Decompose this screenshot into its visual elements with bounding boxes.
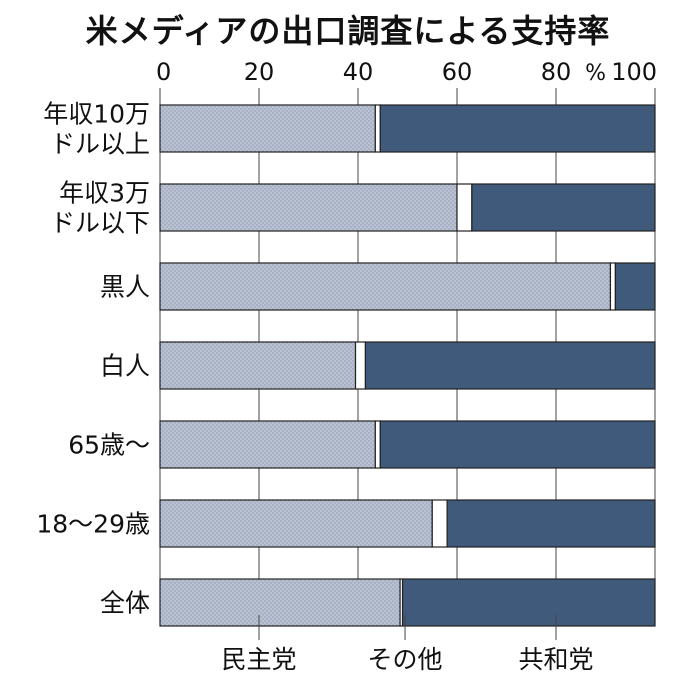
bar-segment <box>159 341 357 390</box>
legend-label: その他 <box>368 645 443 674</box>
bar-segment <box>374 104 381 153</box>
bar-segment <box>159 499 433 548</box>
bar-segment <box>354 341 367 390</box>
x-tick-label: 0 <box>156 58 171 86</box>
legend-label: 民主党 <box>221 645 296 674</box>
x-tick-label: 40 <box>343 58 374 86</box>
bar-segment <box>431 499 448 548</box>
x-tick-label: 20 <box>244 58 275 86</box>
bar-segment <box>379 104 656 153</box>
category-label: 年収10万 <box>43 100 150 129</box>
bar-segment <box>159 578 401 627</box>
bar-segment <box>379 420 656 469</box>
bar-segment <box>364 341 656 390</box>
category-label: 白人 <box>100 352 150 381</box>
bar-segment <box>614 262 656 311</box>
x-tick-label: 100 <box>611 58 657 86</box>
bar-segment <box>609 262 617 311</box>
category-label: 18～29歳 <box>36 510 150 539</box>
category-label: 全体 <box>100 589 150 618</box>
bar-segment <box>401 578 656 627</box>
bars-layer <box>159 104 656 627</box>
bar-segment <box>159 262 612 311</box>
chart-title: 米メディアの出口調査による支持率 <box>85 12 611 50</box>
bar-segment <box>374 420 381 469</box>
category-label: 65歳～ <box>68 431 150 460</box>
category-label: ドル以上 <box>50 130 150 159</box>
x-tick-label: 60 <box>442 58 473 86</box>
bar-segment <box>446 499 656 548</box>
x-tick-label: 80 <box>541 58 572 86</box>
category-label: 年収3万 <box>59 179 150 208</box>
bar-segment <box>456 183 473 232</box>
legend-label: 共和党 <box>518 645 593 674</box>
bar-segment <box>159 183 458 232</box>
x-unit-label: % <box>585 61 606 86</box>
category-label: ドル以下 <box>50 209 150 238</box>
bar-segment <box>471 183 656 232</box>
bar-segment <box>159 420 376 469</box>
category-label: 黒人 <box>100 273 150 302</box>
bar-segment <box>159 104 376 153</box>
